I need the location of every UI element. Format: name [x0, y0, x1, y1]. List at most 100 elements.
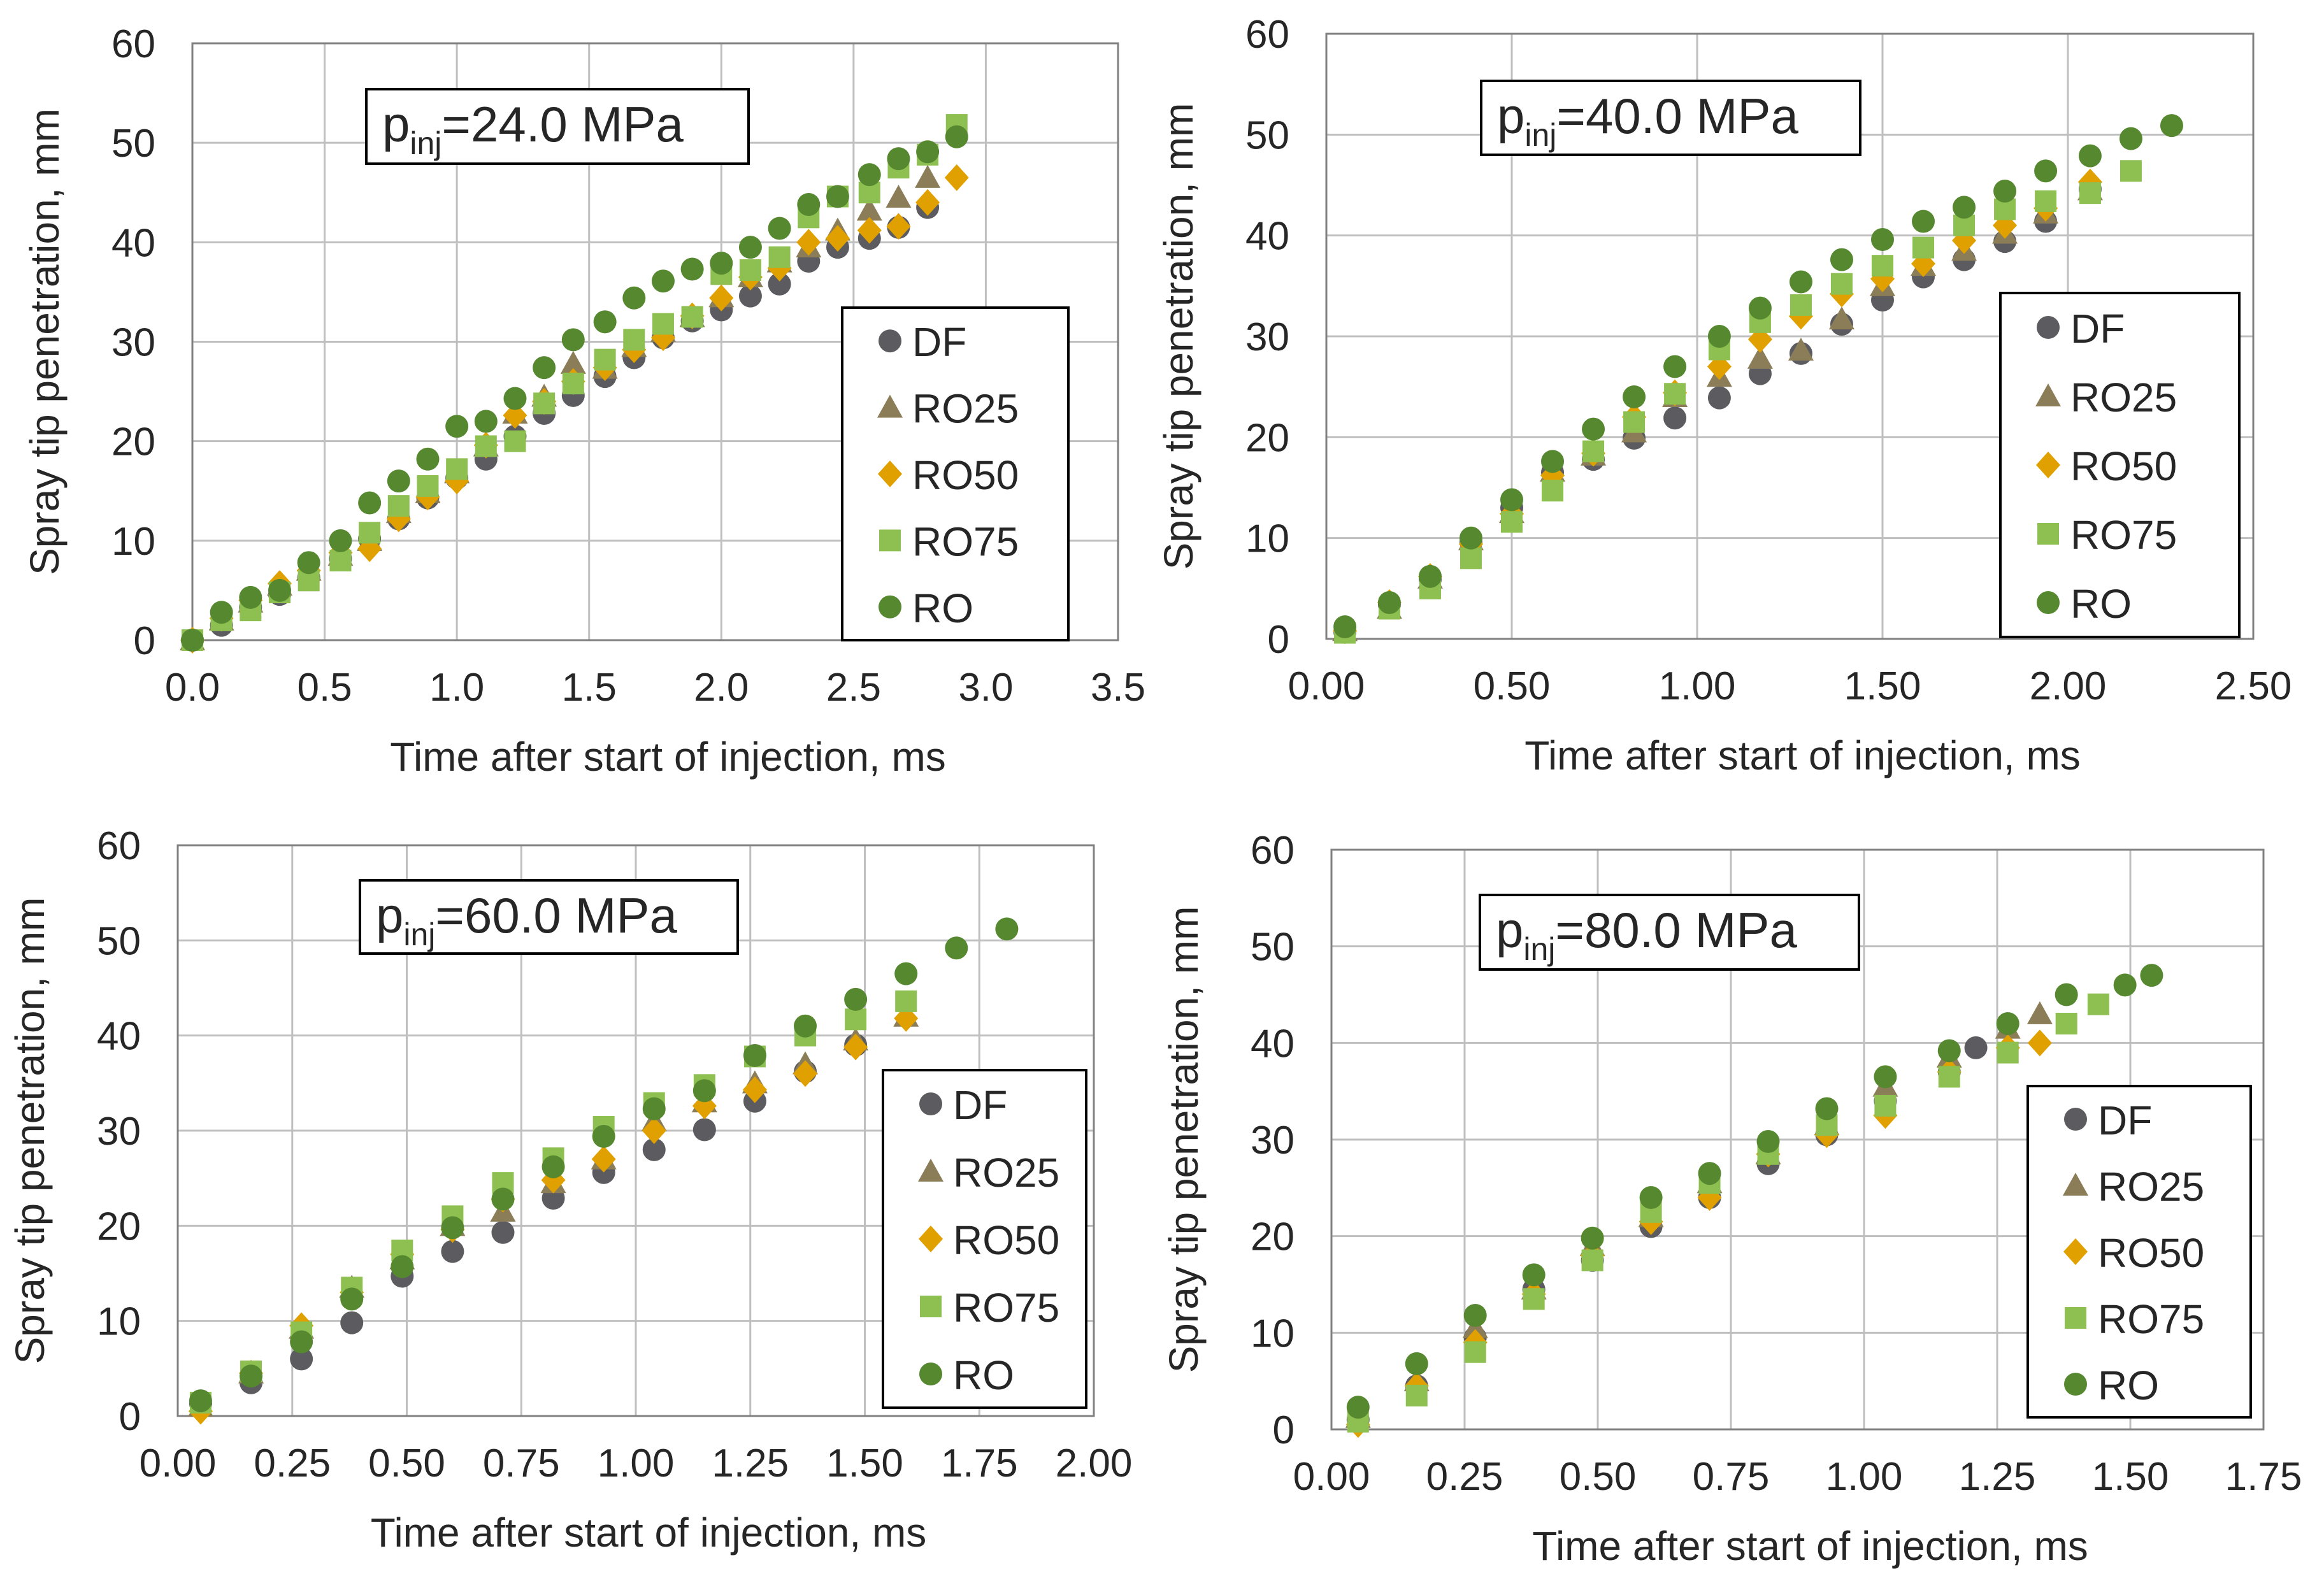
data-point: [916, 140, 940, 164]
data-point: [1542, 480, 1564, 502]
data-point: [680, 257, 704, 281]
title-main: p: [1497, 88, 1524, 144]
x-tick-label: 1.75: [2225, 1455, 2302, 1499]
data-point: [894, 962, 918, 985]
y-tick-label: 50: [111, 122, 155, 166]
x-tick-label: 1.50: [826, 1441, 903, 1485]
data-point: [2026, 1001, 2053, 1024]
data-point: [2119, 127, 2142, 150]
legend-label: RO: [2070, 581, 2132, 627]
x-tick-label: 1.50: [1844, 664, 1921, 708]
data-point: [1418, 564, 1442, 588]
data-point: [642, 1097, 666, 1120]
y-tick-label: 0: [1273, 1408, 1295, 1452]
data-point: [895, 990, 917, 1012]
legend-label: RO25: [912, 386, 1019, 432]
data-point: [945, 936, 968, 960]
data-point: [240, 1364, 263, 1388]
data-point: [843, 1033, 868, 1061]
data-point: [1523, 1288, 1545, 1310]
data-point: [1698, 1162, 1721, 1185]
data-point: [239, 585, 262, 609]
x-axis-label: Time after start of injection, ms: [1524, 733, 2081, 778]
x-tick-label: 1.00: [1659, 664, 1736, 708]
y-tick-label: 20: [97, 1205, 141, 1248]
data-point: [474, 410, 498, 433]
data-point: [1377, 591, 1401, 614]
data-point: [622, 286, 646, 310]
legend-label: RO75: [912, 519, 1019, 564]
legend-label: RO50: [2070, 443, 2177, 489]
x-tick-label: 0.75: [1693, 1455, 1770, 1499]
data-point: [593, 310, 617, 334]
title-subscript: inj: [403, 917, 435, 952]
data-point: [1756, 1130, 1780, 1154]
plot-frame: [191, 42, 1119, 641]
title-rest: =80.0 MPa: [1555, 902, 1797, 958]
data-point: [857, 163, 881, 187]
chart-panel-3: 0.00 0.25 0.50 0.75 1.00 1.25 1.50 1.75 2.00 0 10 2…: [7, 824, 1132, 1556]
data-point: [1663, 355, 1687, 378]
x-tick-label: 2.50: [2215, 664, 2292, 708]
data-point: [1405, 1352, 1428, 1375]
data-point: [768, 246, 791, 268]
x-tick-label: 0.25: [1426, 1455, 1503, 1499]
legend-label: RO75: [953, 1285, 1059, 1331]
x-tick-label: 1.50: [2092, 1455, 2169, 1499]
y-tick-label: 0: [134, 619, 155, 663]
plot-frame: [1330, 848, 2265, 1431]
legend: DF RO25 RO50 RO75 RO: [2026, 1085, 2252, 1419]
data-point: [387, 495, 410, 517]
x-axis-label: Time after start of injection, ms: [1532, 1523, 2088, 1569]
data-point: [742, 1076, 767, 1103]
y-tick-label: 30: [97, 1110, 141, 1154]
data-point: [297, 551, 320, 575]
y-tick-label: 30: [1245, 315, 1289, 359]
x-axis-label: Time after start of injection, ms: [390, 734, 946, 780]
legend: DF RO25 RO50 RO75 RO: [1999, 292, 2241, 638]
y-tick-label: 40: [1251, 1022, 1295, 1066]
x-tick-label: 0.50: [1560, 1455, 1637, 1499]
legend-marker-RO: [879, 595, 901, 619]
data-point: [1639, 1186, 1663, 1209]
y-tick-label: 0: [119, 1395, 141, 1439]
data-point: [329, 550, 352, 572]
data-point: [416, 447, 440, 471]
x-tick-label: 0.00: [140, 1441, 217, 1485]
data-point: [2140, 964, 2163, 987]
data-point: [561, 328, 585, 352]
series-RO75: [1334, 160, 2142, 644]
data-point: [1459, 526, 1482, 550]
data-point: [886, 213, 911, 240]
title-main: p: [382, 96, 410, 152]
x-tick-label: 0.00: [1293, 1455, 1370, 1499]
data-point: [692, 1079, 716, 1103]
data-point: [562, 373, 584, 395]
y-axis-label: Spray tip penetration, mm: [7, 898, 53, 1364]
data-point: [1788, 338, 1814, 361]
chart-title: pinj=24.0 MPa: [382, 96, 684, 161]
legend-label: RO: [2098, 1363, 2159, 1408]
x-tick-label: 1.00: [1826, 1455, 1903, 1499]
y-tick-label: 60: [1251, 829, 1295, 873]
data-point: [1872, 255, 1893, 277]
data-point: [542, 1155, 565, 1178]
data-point: [2055, 983, 2078, 1006]
data-point: [1912, 236, 1935, 259]
data-point: [1748, 296, 1772, 320]
y-tick-label: 40: [1245, 215, 1289, 259]
y-tick-label: 50: [1251, 926, 1295, 969]
data-point: [710, 252, 733, 275]
data-point: [2027, 1029, 2052, 1057]
data-point: [491, 1187, 515, 1211]
y-tick-label: 30: [1251, 1119, 1295, 1162]
y-tick-label: 40: [97, 1015, 141, 1059]
x-tick-label: 2.0: [694, 666, 749, 710]
data-point: [887, 147, 910, 171]
data-point: [359, 522, 381, 544]
series-RO: [181, 125, 968, 652]
data-point: [1707, 325, 1731, 348]
legend-marker-DF: [2037, 316, 2060, 339]
data-point: [1623, 385, 1646, 408]
